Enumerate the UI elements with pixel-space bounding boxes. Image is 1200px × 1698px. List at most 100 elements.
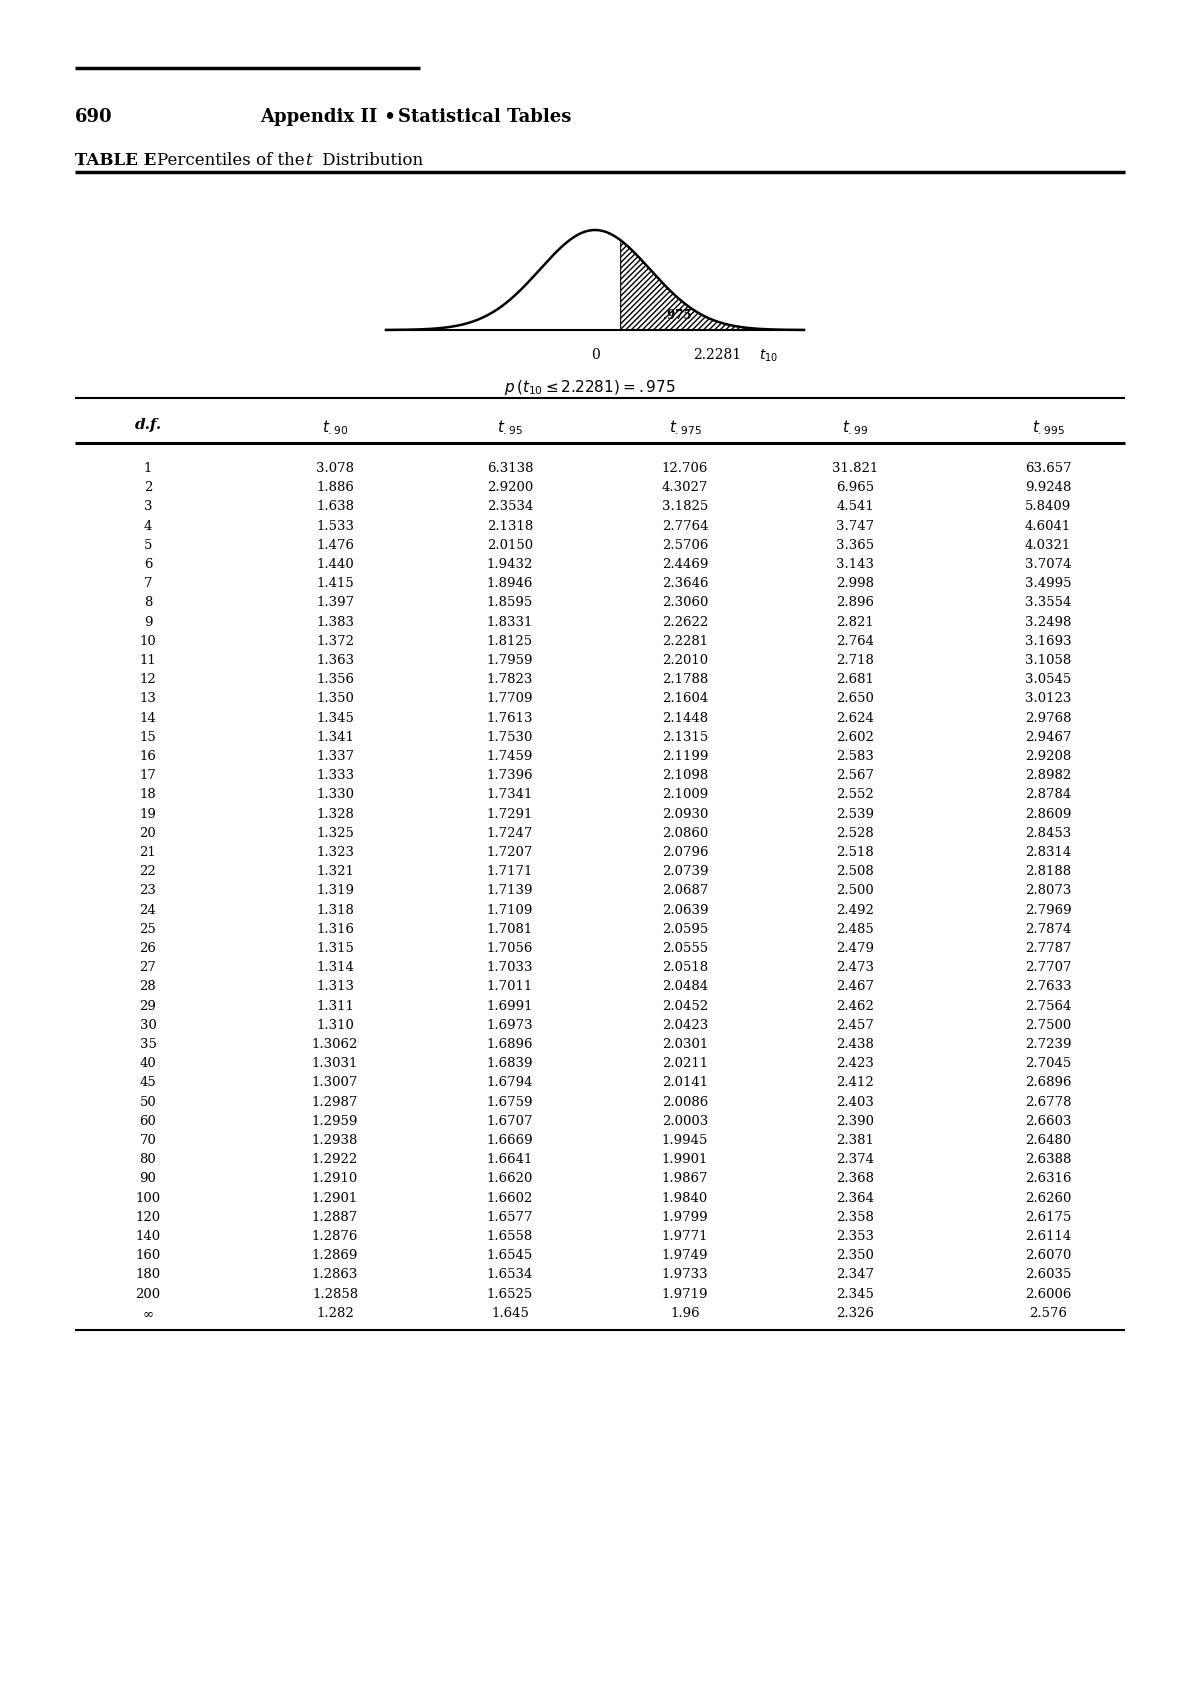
Text: 1.6707: 1.6707 [487, 1116, 533, 1127]
Text: 1.476: 1.476 [316, 538, 354, 552]
Text: 2.457: 2.457 [836, 1019, 874, 1032]
Text: 19: 19 [139, 808, 156, 820]
Text: 24: 24 [139, 903, 156, 917]
Text: 1.415: 1.415 [316, 577, 354, 591]
Text: d.f.: d.f. [134, 418, 162, 431]
Text: $p\,(t_{10} \leq 2.2281) = .975$: $p\,(t_{10} \leq 2.2281) = .975$ [504, 379, 676, 397]
Text: 2.7239: 2.7239 [1025, 1037, 1072, 1051]
Text: 2.8073: 2.8073 [1025, 885, 1072, 898]
Text: 2.6316: 2.6316 [1025, 1172, 1072, 1185]
Text: Percentiles of the: Percentiles of the [157, 153, 305, 170]
Text: 1.7823: 1.7823 [487, 672, 533, 686]
Text: 3.4995: 3.4995 [1025, 577, 1072, 591]
Text: 9.9248: 9.9248 [1025, 481, 1072, 494]
Text: 2.0484: 2.0484 [662, 980, 708, 993]
Text: t: t [305, 153, 312, 170]
Text: 2.462: 2.462 [836, 1000, 874, 1012]
Text: 2.1009: 2.1009 [662, 788, 708, 801]
Text: 1.9749: 1.9749 [661, 1250, 708, 1262]
Text: 3.3554: 3.3554 [1025, 596, 1072, 610]
Text: 15: 15 [139, 730, 156, 744]
Text: 1.3031: 1.3031 [312, 1058, 358, 1070]
Text: 1.2901: 1.2901 [312, 1192, 358, 1204]
Text: 3.0123: 3.0123 [1025, 693, 1072, 705]
Text: 1.6545: 1.6545 [487, 1250, 533, 1262]
Text: 2.374: 2.374 [836, 1153, 874, 1167]
Text: 2.0003: 2.0003 [662, 1116, 708, 1127]
Text: 2.6603: 2.6603 [1025, 1116, 1072, 1127]
Text: 6: 6 [144, 559, 152, 571]
Text: 1.7081: 1.7081 [487, 922, 533, 936]
Text: 2.390: 2.390 [836, 1116, 874, 1127]
Text: $\mathit{t}_{.95}$: $\mathit{t}_{.95}$ [497, 418, 523, 436]
Text: Statistical Tables: Statistical Tables [398, 109, 571, 126]
Text: 90: 90 [139, 1172, 156, 1185]
Text: 1.9771: 1.9771 [661, 1229, 708, 1243]
Text: 25: 25 [139, 922, 156, 936]
Text: 1.383: 1.383 [316, 616, 354, 628]
Text: 1.6669: 1.6669 [487, 1134, 533, 1148]
Text: 1.7709: 1.7709 [487, 693, 533, 705]
Text: 1.6534: 1.6534 [487, 1268, 533, 1282]
Text: 6.3138: 6.3138 [487, 462, 533, 475]
Text: 2.528: 2.528 [836, 827, 874, 841]
Text: 1.6558: 1.6558 [487, 1229, 533, 1243]
Text: 1.6759: 1.6759 [487, 1095, 533, 1109]
Text: 2.0150: 2.0150 [487, 538, 533, 552]
Text: 2.1318: 2.1318 [487, 520, 533, 533]
Text: 21: 21 [139, 846, 156, 859]
Text: 2.0930: 2.0930 [662, 808, 708, 820]
Text: 7: 7 [144, 577, 152, 591]
Text: 1.6577: 1.6577 [487, 1211, 533, 1224]
Text: 1.321: 1.321 [316, 866, 354, 878]
Text: 5.8409: 5.8409 [1025, 501, 1072, 513]
Text: 2.508: 2.508 [836, 866, 874, 878]
Text: 2.6114: 2.6114 [1025, 1229, 1072, 1243]
Text: 1.282: 1.282 [316, 1307, 354, 1319]
Text: 2.1199: 2.1199 [662, 751, 708, 762]
Text: 27: 27 [139, 961, 156, 975]
Text: 2.1604: 2.1604 [662, 693, 708, 705]
Text: 1.2887: 1.2887 [312, 1211, 358, 1224]
Text: 2.9208: 2.9208 [1025, 751, 1072, 762]
Text: 4.6041: 4.6041 [1025, 520, 1072, 533]
Text: 2.0796: 2.0796 [661, 846, 708, 859]
Text: 1.9719: 1.9719 [661, 1287, 708, 1301]
Text: 1.6991: 1.6991 [487, 1000, 533, 1012]
Text: 2.7500: 2.7500 [1025, 1019, 1072, 1032]
Text: 1.8125: 1.8125 [487, 635, 533, 649]
Text: 1.638: 1.638 [316, 501, 354, 513]
Text: 1.341: 1.341 [316, 730, 354, 744]
Text: 2.821: 2.821 [836, 616, 874, 628]
Text: $\mathit{t}_{.975}$: $\mathit{t}_{.975}$ [668, 418, 701, 436]
Text: 2.0141: 2.0141 [662, 1077, 708, 1090]
Text: 2.8453: 2.8453 [1025, 827, 1072, 841]
Text: Distribution: Distribution [317, 153, 424, 170]
Text: 1.7171: 1.7171 [487, 866, 533, 878]
Text: 1.6602: 1.6602 [487, 1192, 533, 1204]
Text: 0: 0 [590, 348, 599, 362]
Text: 2.0211: 2.0211 [662, 1058, 708, 1070]
Text: 20: 20 [139, 827, 156, 841]
Text: 2.6070: 2.6070 [1025, 1250, 1072, 1262]
Text: 1.318: 1.318 [316, 903, 354, 917]
Text: 2.381: 2.381 [836, 1134, 874, 1148]
Text: 2.403: 2.403 [836, 1095, 874, 1109]
Text: 2.6896: 2.6896 [1025, 1077, 1072, 1090]
Text: 1.2938: 1.2938 [312, 1134, 358, 1148]
Text: 2.1448: 2.1448 [662, 711, 708, 725]
Text: 1.7033: 1.7033 [487, 961, 533, 975]
Text: 2.7564: 2.7564 [1025, 1000, 1072, 1012]
Text: 160: 160 [136, 1250, 161, 1262]
Text: 2.326: 2.326 [836, 1307, 874, 1319]
Text: 2.6260: 2.6260 [1025, 1192, 1072, 1204]
Text: 2.576: 2.576 [1030, 1307, 1067, 1319]
Text: 2.364: 2.364 [836, 1192, 874, 1204]
Text: 16: 16 [139, 751, 156, 762]
Text: 2.6388: 2.6388 [1025, 1153, 1072, 1167]
Text: 1.886: 1.886 [316, 481, 354, 494]
Text: 3.143: 3.143 [836, 559, 874, 571]
Text: 1.363: 1.363 [316, 654, 354, 667]
Text: 3: 3 [144, 501, 152, 513]
Text: 40: 40 [139, 1058, 156, 1070]
